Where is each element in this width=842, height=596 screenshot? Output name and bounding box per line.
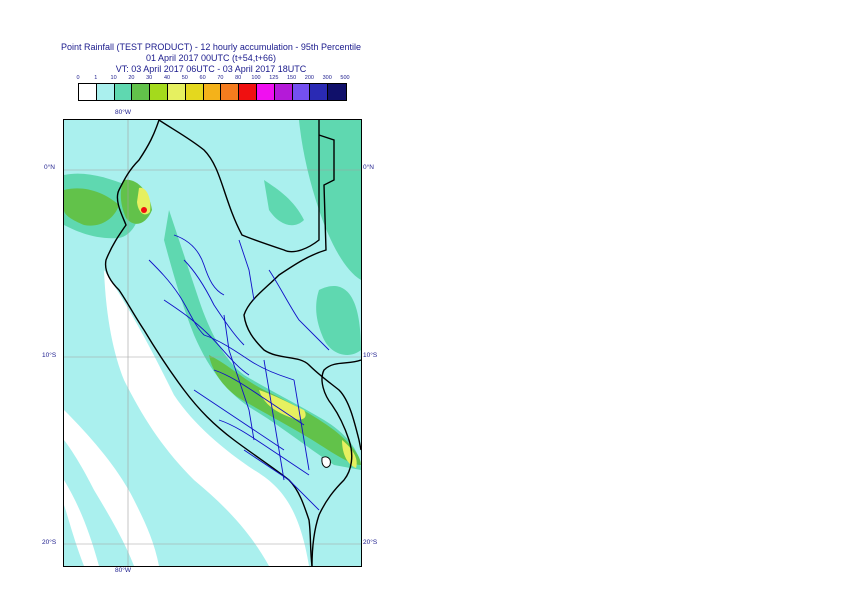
lon-label-top: 80°W [115,109,131,116]
title-line-3: VT: 03 April 2017 06UTC - 03 April 2017 … [115,64,307,74]
rainfall-map[interactable] [63,119,362,567]
legend-swatch [203,84,222,100]
legend-label: 300 [322,75,332,81]
legend-labels: 0 1 10 20 30 40 50 60 70 80 100 125 150 200 300 500 [76,75,350,84]
legend-swatch [274,84,293,100]
legend-label: 50 [181,75,188,81]
legend-label: 70 [217,75,224,81]
heavy-patch-ecuador [64,188,119,226]
rain-patch-ne [299,120,361,280]
legend-swatch [256,84,275,100]
legend-label: 1 [94,75,98,81]
legend: 0 1 10 20 30 40 50 60 70 80 100 125 150 200 300 500 [76,75,350,84]
lat-label-left-10: 10°S [42,352,57,359]
legend-label: 125 [269,75,279,81]
legend-swatch [132,84,151,100]
border-brazil [243,134,361,451]
rain-patch-north [264,180,304,226]
dry-ocean-band [64,410,159,566]
legend-swatch [150,84,168,100]
legend-label: 200 [304,75,314,81]
legend-swatch [114,84,133,100]
title-line-1: Point Rainfall (TEST PRODUCT) - 12 hourl… [61,42,361,52]
lat-label-right-0: 0°N [363,164,374,171]
title-line-2: 01 April 2017 00UTC (t+54,t+66) [145,53,277,63]
border-bolivia-chile [311,359,361,566]
department-boundaries [148,234,330,511]
legend-label: 100 [251,75,261,81]
legend-label: 60 [199,75,206,81]
lat-label-right-10: 10°S [363,352,378,359]
legend-swatch [167,84,186,100]
legend-swatch [79,84,97,100]
legend-color-bar [78,83,347,101]
lat-label-left-0: 0°N [44,164,55,171]
lon-label-bottom: 80°W [115,567,131,574]
legend-swatch [239,84,257,100]
legend-swatch [328,84,346,100]
legend-label: 20 [128,75,135,81]
extreme-rain-point [141,207,147,213]
legend-label: 150 [287,75,297,81]
legend-label: 500 [340,75,350,81]
legend-swatch [310,84,329,100]
legend-label: 80 [235,75,242,81]
lake-titicaca [321,456,331,468]
legend-swatch [185,84,204,100]
legend-label: 30 [146,75,153,81]
legend-label: 40 [163,75,171,81]
legend-label: 10 [110,75,117,81]
legend-swatch [96,84,115,100]
legend-swatch [292,84,311,100]
border-ecuador-colombia [158,120,320,253]
intense-patch-ecuador [137,187,151,215]
legend-label: 0 [76,75,80,81]
dry-coastal-zone [104,270,309,566]
rain-patch-east [316,286,361,355]
lat-label-left-20: 20°S [42,539,57,546]
legend-swatch [221,84,240,100]
map-svg [64,120,361,566]
lat-label-right-20: 20°S [363,539,378,546]
intense-patch-southeast [342,440,357,468]
map-title: Point Rainfall (TEST PRODUCT) - 12 hourl… [0,42,422,75]
dry-ocean-band-2 [64,480,99,566]
